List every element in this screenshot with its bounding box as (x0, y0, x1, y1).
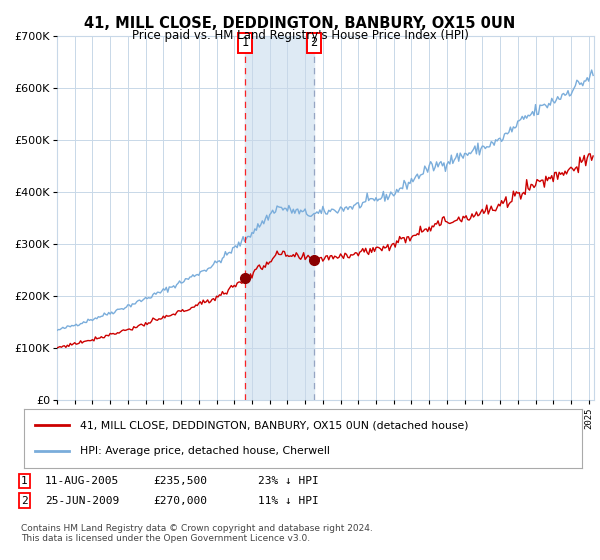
Text: 1: 1 (21, 476, 28, 486)
Text: £235,500: £235,500 (153, 476, 207, 486)
Text: 1: 1 (242, 36, 249, 49)
Text: Contains HM Land Registry data © Crown copyright and database right 2024.
This d: Contains HM Land Registry data © Crown c… (21, 524, 373, 543)
Text: 2: 2 (21, 496, 28, 506)
Text: 11-AUG-2005: 11-AUG-2005 (45, 476, 119, 486)
Bar (245, 36, 314, 400)
Text: 41, MILL CLOSE, DEDDINGTON, BANBURY, OX15 0UN (detached house): 41, MILL CLOSE, DEDDINGTON, BANBURY, OX1… (80, 420, 469, 430)
Text: 11% ↓ HPI: 11% ↓ HPI (258, 496, 319, 506)
Text: 23% ↓ HPI: 23% ↓ HPI (258, 476, 319, 486)
Text: 2: 2 (310, 36, 317, 49)
Text: 41, MILL CLOSE, DEDDINGTON, BANBURY, OX15 0UN: 41, MILL CLOSE, DEDDINGTON, BANBURY, OX1… (85, 16, 515, 31)
Text: Price paid vs. HM Land Registry's House Price Index (HPI): Price paid vs. HM Land Registry's House … (131, 29, 469, 42)
Text: HPI: Average price, detached house, Cherwell: HPI: Average price, detached house, Cher… (80, 446, 329, 456)
Text: 25-JUN-2009: 25-JUN-2009 (45, 496, 119, 506)
Text: £270,000: £270,000 (153, 496, 207, 506)
